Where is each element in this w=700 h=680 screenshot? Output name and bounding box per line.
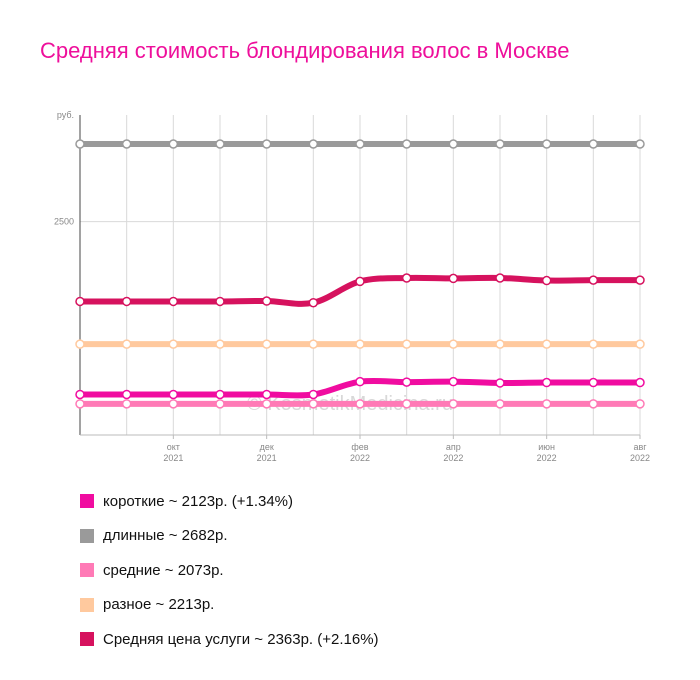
data-point-средняя-цена-услуги bbox=[261, 296, 272, 306]
x-tick-label-year: 2022 bbox=[537, 453, 557, 463]
legend-item: короткие ~ 2123р. (+1.34%) bbox=[80, 484, 379, 519]
data-point-средняя-цена-услуги bbox=[541, 275, 552, 286]
data-point-длинные bbox=[448, 139, 459, 149]
x-tick-label-year: 2022 bbox=[350, 453, 370, 463]
data-point-средняя-цена-услуги bbox=[308, 297, 319, 308]
legend-item: Средняя цена услуги ~ 2363р. (+2.16%) bbox=[80, 622, 379, 657]
data-point-средние bbox=[495, 399, 505, 409]
data-point-средние bbox=[308, 399, 319, 409]
legend-item: разное ~ 2213р. bbox=[80, 588, 379, 623]
data-point-длинные bbox=[168, 139, 179, 149]
data-point-средняя-цена-услуги bbox=[75, 296, 85, 307]
data-point-длинные bbox=[355, 139, 365, 149]
data-point-длинные bbox=[121, 139, 132, 149]
data-point-коротки bbox=[75, 389, 85, 400]
data-point-длинные bbox=[588, 139, 599, 149]
x-tick-label-month: апр bbox=[446, 442, 461, 452]
data-point-коротки bbox=[355, 376, 365, 387]
line-chart: 2500руб.окт2021дек2021фев2022апр2022июн2… bbox=[54, 110, 650, 463]
data-point-коротки bbox=[588, 377, 599, 388]
legend-label: разное ~ 2213р. bbox=[103, 596, 215, 614]
data-point-средние bbox=[121, 399, 132, 409]
data-point-коротки bbox=[121, 389, 132, 400]
x-tick-label-month: окт bbox=[167, 442, 180, 452]
data-point-средняя-цена-услуги bbox=[121, 296, 132, 307]
data-point-средняя-цена-услуги bbox=[355, 276, 365, 287]
data-point-средние bbox=[635, 399, 645, 409]
data-point-коротки bbox=[448, 376, 459, 387]
x-tick-label-month: фев bbox=[351, 442, 368, 452]
legend: короткие ~ 2123р. (+1.34%) длинные ~ 2682… bbox=[80, 484, 379, 657]
data-point-разное bbox=[495, 339, 505, 349]
data-point-длинные bbox=[215, 139, 225, 149]
data-point-средняя-цена-услуги bbox=[401, 273, 412, 283]
data-point-коротки bbox=[308, 389, 319, 400]
legend-swatch bbox=[80, 494, 94, 509]
legend-label: средние ~ 2073р. bbox=[103, 561, 224, 579]
data-point-разное bbox=[635, 339, 645, 349]
data-point-средняя-цена-услуги bbox=[495, 273, 505, 283]
data-point-коротки bbox=[635, 377, 645, 388]
legend-swatch bbox=[80, 528, 94, 543]
data-point-коротки bbox=[168, 389, 179, 400]
y-unit-label: руб. bbox=[57, 110, 74, 120]
legend-swatch bbox=[80, 597, 94, 612]
data-point-разное bbox=[308, 339, 319, 349]
data-point-длинные bbox=[75, 139, 85, 149]
legend-swatch bbox=[80, 563, 94, 578]
data-point-разное bbox=[121, 339, 132, 349]
data-point-разное bbox=[261, 339, 272, 349]
data-point-длинные bbox=[308, 139, 319, 149]
legend-item: длинные ~ 2682р. bbox=[80, 519, 379, 554]
data-point-средняя-цена-услуги bbox=[448, 273, 459, 284]
data-point-средние bbox=[75, 399, 85, 409]
x-tick-label-year: 2022 bbox=[630, 453, 650, 463]
data-point-разное bbox=[588, 339, 599, 349]
data-point-средние bbox=[588, 399, 599, 409]
data-point-средняя-цена-услуги bbox=[588, 275, 599, 285]
legend-label: Средняя цена услуги ~ 2363р. (+2.16%) bbox=[103, 630, 379, 648]
data-point-коротки bbox=[541, 377, 552, 388]
legend-label: короткие ~ 2123р. (+1.34%) bbox=[103, 492, 294, 510]
x-tick-label-month: авг bbox=[633, 442, 647, 452]
data-point-средние bbox=[448, 399, 459, 409]
data-point-средняя-цена-услуги bbox=[168, 296, 179, 307]
data-point-средние bbox=[261, 399, 272, 409]
data-point-средние bbox=[168, 399, 179, 409]
x-tick-label-month: дек bbox=[260, 442, 274, 452]
x-tick-label-year: 2021 bbox=[257, 453, 277, 463]
data-point-длинные bbox=[495, 139, 505, 149]
data-point-коротки bbox=[401, 377, 412, 387]
x-tick-label-year: 2021 bbox=[163, 453, 183, 463]
data-point-длинные bbox=[541, 139, 552, 149]
data-point-средние bbox=[401, 399, 412, 409]
y-tick-label: 2500 bbox=[54, 217, 74, 227]
data-point-коротки bbox=[495, 378, 505, 388]
data-point-разное bbox=[355, 339, 365, 349]
x-tick-label-year: 2022 bbox=[443, 453, 463, 463]
data-point-разное bbox=[75, 339, 85, 349]
data-point-коротки bbox=[215, 389, 225, 400]
chart-title: Средняя стоимость блондирования волос в … bbox=[40, 38, 570, 63]
data-point-длинные bbox=[401, 139, 412, 149]
data-point-разное bbox=[541, 339, 552, 349]
data-point-разное bbox=[215, 339, 225, 349]
legend-swatch bbox=[80, 632, 94, 647]
data-point-средние bbox=[355, 399, 365, 409]
x-tick-label-month: июн bbox=[538, 442, 555, 452]
legend-item: средние ~ 2073р. bbox=[80, 553, 379, 588]
data-point-средняя-цена-услуги bbox=[215, 296, 225, 307]
data-point-разное bbox=[401, 339, 412, 349]
legend-label: длинные ~ 2682р. bbox=[103, 527, 228, 545]
data-point-длинные bbox=[261, 139, 272, 149]
data-point-разное bbox=[168, 339, 179, 349]
data-point-длинные bbox=[635, 139, 645, 149]
data-point-разное bbox=[448, 339, 459, 349]
data-point-средняя-цена-услуги bbox=[635, 275, 645, 285]
data-point-средние bbox=[215, 399, 225, 409]
data-point-коротки bbox=[261, 389, 272, 400]
data-point-средние bbox=[541, 399, 552, 409]
